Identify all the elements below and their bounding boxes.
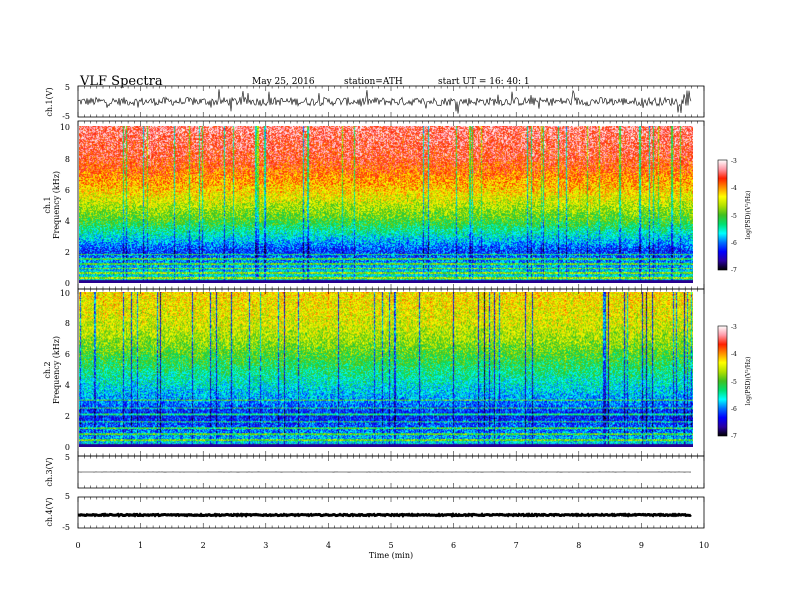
ch2-colorbar-tick-neg6: -6 <box>731 406 737 413</box>
x-tick-label-5: 5 <box>388 541 393 550</box>
ch2-spec-ytick-2: 2 <box>65 412 70 421</box>
ch1-spec-ylabel-frequency: Frequency (kHz) <box>52 171 61 239</box>
ch1-spectrogram-panel: 0 2 4 6 8 10 ch.1 Frequency (kHz) <box>43 120 705 290</box>
ch4-ytick-neg5: -5 <box>62 523 70 532</box>
ch1-spec-ytick-2: 2 <box>65 248 70 257</box>
x-tick-label-9: 9 <box>639 541 644 550</box>
ch1-spec-ylabel-channel: ch.1 <box>43 196 52 213</box>
ch1-colorbar: -3 -4 -5 -6 -7 log(PSD)(V²/Hz) <box>717 158 752 274</box>
ch2-colorbar: -3 -4 -5 -6 -7 log(PSD)(V²/Hz) <box>717 324 752 440</box>
ch2-spec-ytick-0: 0 <box>65 443 70 452</box>
ch4-waveform-ticks <box>77 497 705 528</box>
ch1-ytick-5: 5 <box>65 83 70 92</box>
ch3-ylabel: ch.3(V) <box>45 457 54 486</box>
ch1-ylabel: ch.1(V) <box>45 87 54 116</box>
ch3-waveform-panel: 5 ch.3(V) <box>45 453 705 489</box>
ch1-colorbar-tick-neg3: -3 <box>731 158 737 165</box>
date-label: May 25, 2016 <box>252 77 315 87</box>
x-tick-label-10: 10 <box>699 541 709 550</box>
ch1-spec-ytick-8: 8 <box>65 155 70 164</box>
ch2-spectrogram-panel: 0 2 4 6 8 10 ch.2 Frequency (kHz) <box>43 288 705 457</box>
ch1-colorbar-tick-neg7: -7 <box>731 267 737 274</box>
x-tick-label-4: 4 <box>326 541 331 550</box>
ch1-colorbar-tick-neg6: -6 <box>731 240 737 247</box>
ch4-waveform-panel: 5 -5 ch.4(V) <box>45 492 705 532</box>
ch2-spec-ylabel-frequency: Frequency (kHz) <box>52 336 61 404</box>
ch1-spec-ytick-10: 10 <box>60 123 70 132</box>
x-axis-label: Time (min) <box>369 551 413 560</box>
ch1-spec-ytick-0: 0 <box>65 279 70 288</box>
ch3-ytick-5: 5 <box>65 453 70 462</box>
ch2-colorbar-label: log(PSD)(V²/Hz) <box>745 357 752 406</box>
x-tick-label-6: 6 <box>451 541 456 550</box>
x-tick-label-8: 8 <box>576 541 581 550</box>
ch2-spec-ytick-6: 6 <box>65 350 70 359</box>
ch4-ylabel: ch.4(V) <box>45 497 54 526</box>
ch1-spectrogram-image <box>79 126 693 283</box>
ch2-spec-ytick-10: 10 <box>60 289 70 298</box>
ch2-spec-ylabel-channel: ch.2 <box>43 361 52 378</box>
ch1-colorbar-tick-neg4: -4 <box>731 185 737 192</box>
x-tick-label-2: 2 <box>201 541 206 550</box>
ch1-spectrogram-ticks <box>77 121 705 289</box>
x-tick-label-1: 1 <box>138 541 143 550</box>
ch2-colorbar-tick-neg3: -3 <box>731 324 737 331</box>
figure-title: VLF Spectra <box>79 74 163 89</box>
ch1-ytick-neg5: -5 <box>62 112 70 121</box>
ch2-spec-ytick-4: 4 <box>65 381 70 390</box>
ch1-colorbar-label: log(PSD)(V²/Hz) <box>745 191 752 240</box>
ch2-spectrogram-image <box>79 292 693 447</box>
ch2-spectrogram-ticks <box>77 289 705 456</box>
x-tick-label-7: 7 <box>514 541 519 550</box>
start-time-label: start UT = 16: 40: 1 <box>438 77 530 87</box>
ch1-waveform-panel: 5 -5 ch.1(V) <box>45 83 705 121</box>
ch4-ytick-5: 5 <box>65 492 70 501</box>
ch3-waveform-ticks <box>77 456 705 488</box>
ch4-waveform-line <box>77 512 692 518</box>
ch2-colorbar-ramp <box>717 325 728 437</box>
ch2-colorbar-tick-neg7: -7 <box>731 433 737 440</box>
ch2-colorbar-tick-neg4: -4 <box>731 351 737 358</box>
x-axis-tick-labels: 0 1 2 3 4 5 6 7 8 9 10 <box>75 541 709 550</box>
ch2-spec-ytick-8: 8 <box>65 319 70 328</box>
ch1-waveform-line <box>77 89 692 114</box>
ch1-spec-ytick-4: 4 <box>65 217 70 226</box>
x-tick-label-0: 0 <box>75 541 80 550</box>
station-label: station=ATH <box>344 77 403 87</box>
ch1-waveform-ticks <box>77 86 705 117</box>
ch2-colorbar-tick-neg5: -5 <box>731 379 737 386</box>
ch1-colorbar-tick-neg5: -5 <box>731 213 737 220</box>
ch1-colorbar-ramp <box>717 159 728 271</box>
x-tick-label-3: 3 <box>263 541 268 550</box>
ch1-spec-ytick-6: 6 <box>65 186 70 195</box>
